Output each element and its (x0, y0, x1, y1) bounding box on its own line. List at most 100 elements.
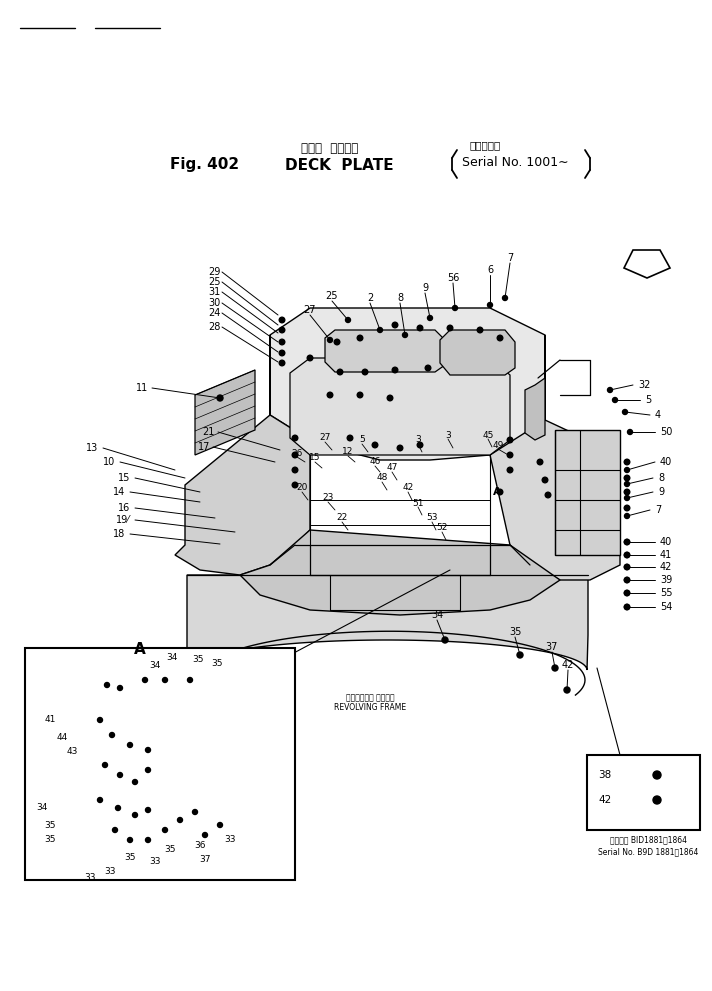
Text: トラルキング フレーム: トラルキング フレーム (346, 694, 394, 703)
Circle shape (425, 366, 431, 371)
Circle shape (417, 325, 423, 331)
Circle shape (427, 315, 432, 320)
Circle shape (132, 780, 137, 785)
Circle shape (537, 459, 543, 465)
Circle shape (292, 483, 298, 488)
Text: 33: 33 (224, 835, 236, 844)
Circle shape (192, 810, 197, 815)
Text: 3: 3 (415, 435, 421, 445)
Text: 51: 51 (412, 498, 424, 507)
Polygon shape (490, 335, 620, 580)
Text: 8: 8 (658, 473, 664, 483)
Text: 33: 33 (84, 873, 95, 883)
Circle shape (607, 387, 612, 392)
Circle shape (397, 445, 403, 451)
Text: 42: 42 (402, 484, 414, 493)
Text: 40: 40 (660, 537, 672, 547)
Text: DECK  PLATE: DECK PLATE (285, 158, 394, 172)
Circle shape (447, 325, 453, 331)
Circle shape (624, 552, 630, 558)
Circle shape (624, 565, 629, 570)
Text: 9: 9 (658, 487, 664, 497)
Text: 10: 10 (103, 457, 115, 467)
Polygon shape (195, 370, 255, 455)
Text: 27: 27 (319, 433, 330, 443)
Circle shape (279, 350, 285, 356)
Circle shape (110, 732, 115, 737)
Text: 42: 42 (598, 795, 611, 805)
Text: 5: 5 (645, 395, 651, 405)
Circle shape (372, 442, 378, 448)
Circle shape (162, 827, 167, 832)
Circle shape (517, 652, 523, 658)
Circle shape (612, 397, 617, 402)
Circle shape (279, 317, 285, 323)
Text: 14: 14 (112, 487, 125, 497)
Polygon shape (555, 430, 620, 555)
Circle shape (145, 837, 150, 842)
Polygon shape (270, 308, 545, 460)
Circle shape (477, 327, 483, 333)
Circle shape (552, 665, 558, 671)
Circle shape (392, 322, 398, 328)
Text: 12: 12 (342, 448, 354, 457)
Text: Serial No. B9D 1881～1864: Serial No. B9D 1881～1864 (598, 847, 698, 856)
Polygon shape (187, 575, 588, 670)
Text: 35: 35 (211, 658, 223, 668)
Text: 20: 20 (296, 484, 308, 493)
Text: 4: 4 (655, 410, 661, 420)
Text: 26: 26 (291, 449, 303, 458)
Circle shape (117, 686, 122, 691)
Circle shape (503, 295, 508, 300)
Circle shape (624, 496, 629, 500)
Text: 49: 49 (492, 441, 503, 450)
Circle shape (543, 478, 548, 483)
Text: 番号適用 BID1881～1864: 番号適用 BID1881～1864 (609, 835, 686, 844)
Text: 前: 前 (644, 259, 649, 268)
Text: 35: 35 (509, 627, 521, 637)
Bar (587, 755, 700, 830)
Polygon shape (290, 358, 510, 455)
Circle shape (362, 370, 368, 375)
Text: 41: 41 (44, 716, 56, 724)
Polygon shape (440, 330, 515, 375)
Circle shape (624, 476, 630, 481)
Text: 19⁄: 19⁄ (116, 515, 130, 525)
Circle shape (624, 459, 630, 465)
Circle shape (402, 333, 407, 338)
Circle shape (507, 437, 513, 443)
Circle shape (622, 409, 627, 414)
Circle shape (497, 490, 503, 495)
Text: 6: 6 (487, 265, 493, 275)
Circle shape (624, 505, 630, 510)
Text: 35: 35 (44, 821, 56, 829)
Text: 7: 7 (507, 253, 513, 263)
Circle shape (545, 493, 551, 497)
Polygon shape (175, 335, 310, 575)
Circle shape (387, 395, 393, 400)
Text: 7: 7 (655, 505, 661, 515)
Text: 33: 33 (104, 867, 116, 876)
Text: デッキ  プレート: デッキ プレート (301, 142, 359, 155)
Text: 9: 9 (422, 283, 428, 293)
Circle shape (624, 482, 629, 487)
Text: 53: 53 (426, 513, 438, 522)
Circle shape (162, 678, 167, 683)
Circle shape (653, 771, 661, 779)
Circle shape (177, 818, 182, 823)
Circle shape (507, 452, 513, 458)
Text: REVOLVING FRAME: REVOLVING FRAME (334, 704, 406, 713)
Text: 22: 22 (336, 513, 347, 522)
Text: A: A (134, 642, 146, 657)
Polygon shape (325, 330, 445, 372)
Polygon shape (240, 530, 560, 615)
Circle shape (307, 355, 313, 361)
Text: 15: 15 (117, 473, 130, 483)
Text: 34: 34 (36, 804, 48, 813)
Circle shape (217, 823, 222, 827)
Text: 40: 40 (660, 457, 672, 467)
Circle shape (624, 577, 630, 583)
Circle shape (145, 747, 150, 752)
Text: 17: 17 (198, 442, 210, 452)
Text: 39: 39 (660, 575, 672, 585)
